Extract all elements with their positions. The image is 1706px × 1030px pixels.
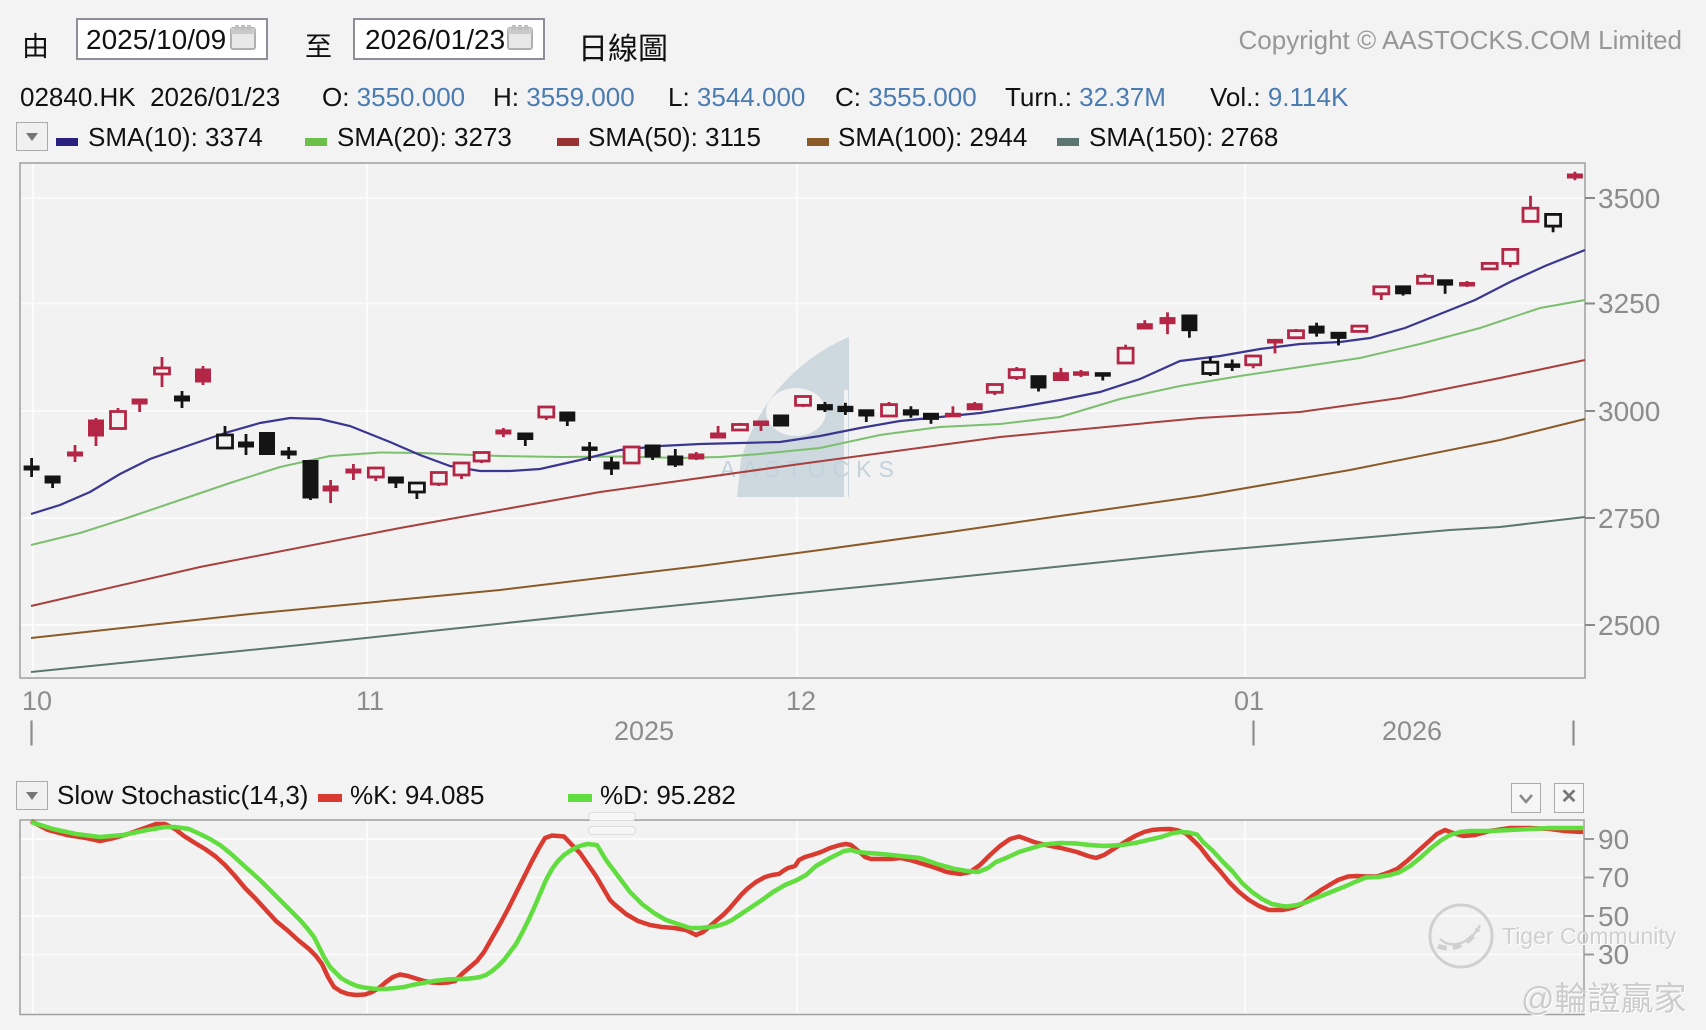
svg-text:AASTOCKS: AASTOCKS [720, 456, 901, 482]
